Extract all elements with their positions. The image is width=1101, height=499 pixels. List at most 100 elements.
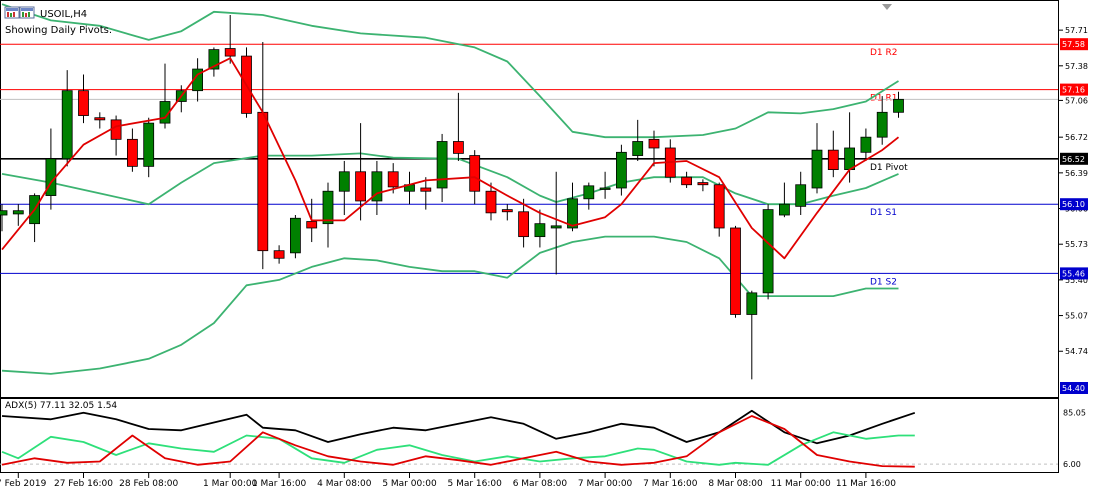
pivot-label-d1-pivot: D1 Pivot — [870, 163, 908, 173]
svg-text:56.52: 56.52 — [1062, 155, 1085, 164]
candle[interactable] — [338, 160, 350, 216]
svg-text:57.16: 57.16 — [1062, 86, 1085, 95]
svg-text:55.46: 55.46 — [1062, 269, 1085, 278]
time-tick-label: 27 Feb 2019 — [0, 479, 47, 489]
time-tick-label: 6 Mar 08:00 — [513, 479, 568, 489]
chart-title: USOIL,H4 — [40, 9, 87, 20]
time-tick-label: 27 Feb 16:00 — [54, 479, 113, 489]
candle[interactable] — [224, 15, 236, 64]
candle[interactable] — [599, 171, 611, 199]
candle[interactable] — [550, 171, 562, 275]
candle[interactable] — [762, 204, 774, 300]
candle[interactable] — [61, 70, 73, 167]
candle[interactable] — [143, 117, 155, 178]
candle[interactable] — [567, 182, 578, 232]
candle[interactable] — [876, 96, 888, 145]
price-tick-label: 56.39 — [1065, 169, 1088, 178]
pivot-label-d1-r2: D1 R2 — [870, 48, 898, 58]
candle[interactable] — [518, 198, 529, 248]
bollinger-middle-band — [1, 152, 899, 206]
price-box-d1-r2: 57.58 — [1060, 38, 1088, 51]
pivot-label-d1-r1: D1 R1 — [870, 94, 898, 104]
candle[interactable] — [289, 215, 301, 259]
candle[interactable] — [208, 47, 220, 77]
adx-axis-label: 6.00 — [1063, 460, 1081, 469]
candle[interactable] — [273, 245, 285, 264]
candle[interactable] — [811, 123, 823, 194]
candle[interactable] — [860, 128, 872, 161]
pivot-caption: Showing Daily Pivots. — [5, 25, 112, 36]
candle[interactable] — [241, 47, 252, 118]
candle[interactable] — [697, 179, 709, 192]
price-tick-label: 57.71 — [1065, 26, 1088, 35]
price-box-low: 54.40 — [1060, 382, 1088, 394]
candle[interactable] — [795, 171, 807, 216]
price-box-d1-s2: 55.46 — [1060, 267, 1088, 280]
candle[interactable] — [452, 92, 464, 161]
adx-indicator-title: ADX(5) 77.11 32.05 1.54 — [5, 401, 117, 411]
candle[interactable] — [355, 123, 367, 221]
price-tick-label: 54.74 — [1065, 347, 1088, 356]
price-tick-label: 55.07 — [1065, 312, 1088, 321]
candle[interactable] — [0, 204, 8, 232]
adx-minus-di-line — [1, 415, 915, 468]
price-tick-label: 55.73 — [1065, 240, 1088, 249]
adx-main-line — [1, 409, 916, 445]
adx-axis-label: 85.05 — [1063, 409, 1086, 418]
time-tick-label: 8 Mar 08:00 — [708, 479, 763, 489]
chart-window-icon — [4, 6, 35, 19]
time-tick-label: 1 Mar 00:00 — [203, 479, 258, 489]
candle[interactable] — [436, 133, 448, 203]
candle[interactable] — [322, 182, 334, 248]
candle[interactable] — [12, 204, 24, 226]
scroll-marker-icon[interactable] — [882, 4, 892, 10]
time-tick-label: 1 Mar 16:00 — [252, 479, 307, 489]
candle[interactable] — [583, 182, 595, 210]
candle[interactable] — [730, 225, 741, 318]
pivot-label-d1-s2: D1 S2 — [870, 277, 897, 287]
price-tick-label: 57.06 — [1065, 96, 1088, 105]
candle[interactable] — [371, 160, 383, 216]
indicator-pane-frame — [0, 398, 1059, 473]
main-pane-frame — [0, 0, 1059, 398]
price-box-d1-s1: 56.10 — [1060, 198, 1088, 211]
price-box-d1-r1: 57.16 — [1060, 83, 1088, 96]
candle[interactable] — [420, 177, 432, 210]
bollinger-upper-band — [1, 3, 899, 139]
candle[interactable] — [501, 204, 513, 221]
price-tick-label: 55.40 — [1065, 276, 1088, 285]
candle[interactable] — [632, 119, 644, 161]
moving-average-line — [1, 57, 900, 260]
adx-plus-di-line — [1, 431, 915, 466]
time-tick-label: 11 Mar 00:00 — [771, 479, 831, 489]
time-tick-label: 5 Mar 16:00 — [448, 479, 503, 489]
candle[interactable] — [681, 171, 692, 188]
price-box-d1-pivot: 56.52 — [1060, 152, 1088, 165]
time-tick-label: 28 Feb 08:00 — [119, 479, 178, 489]
time-tick-label: 5 Mar 00:00 — [382, 479, 437, 489]
bollinger-lower-band — [1, 235, 899, 375]
svg-text:54.40: 54.40 — [1062, 384, 1085, 393]
candle[interactable] — [534, 209, 546, 248]
candle[interactable] — [78, 74, 89, 124]
time-tick-label: 7 Mar 00:00 — [578, 479, 633, 489]
candle[interactable] — [779, 182, 790, 218]
svg-text:57.58: 57.58 — [1062, 40, 1085, 49]
time-tick-label: 4 Mar 08:00 — [317, 479, 372, 489]
candle[interactable] — [713, 182, 725, 237]
candle[interactable] — [827, 130, 839, 178]
candle[interactable] — [616, 144, 627, 196]
candle[interactable] — [893, 91, 904, 118]
price-tick-label: 56.72 — [1065, 133, 1088, 142]
time-tick-label: 7 Mar 16:00 — [643, 479, 698, 489]
candle[interactable] — [127, 128, 138, 172]
candle[interactable] — [648, 130, 660, 167]
pivot-label-d1-s1: D1 S1 — [870, 208, 897, 218]
candle[interactable] — [485, 182, 497, 221]
svg-text:56.10: 56.10 — [1062, 200, 1085, 209]
price-tick-label: 57.38 — [1065, 62, 1088, 71]
candle[interactable] — [94, 112, 106, 129]
candle[interactable] — [746, 290, 758, 380]
